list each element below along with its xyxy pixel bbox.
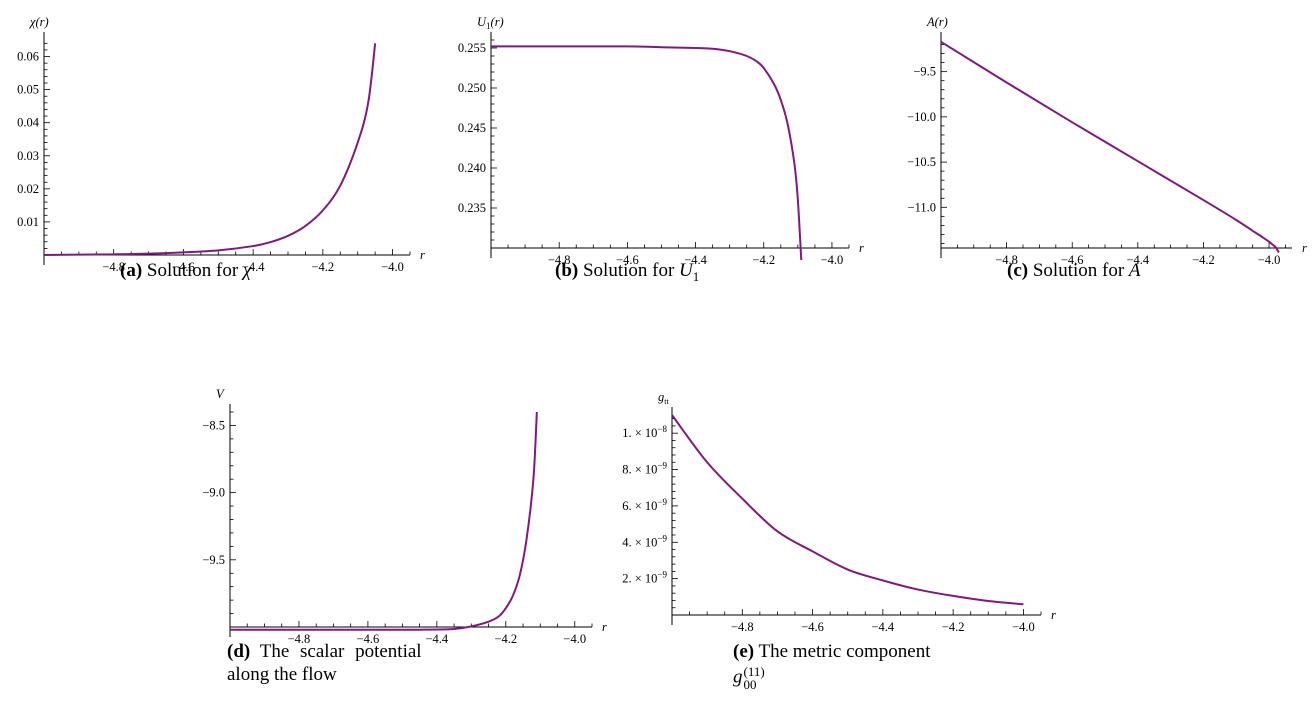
x-tick-label-e-4: −4.0 xyxy=(1012,620,1035,634)
caption-b-text: Solution for xyxy=(582,260,675,281)
y-tick-label-b-4: 0.255 xyxy=(458,41,486,55)
caption-e-line1: (e) The metric component xyxy=(733,641,931,662)
y-axis-label-b: U1(r) xyxy=(477,15,504,31)
y-axis-label-d: V xyxy=(216,387,225,401)
x-tick-label-a-1: −4.6 xyxy=(172,260,195,274)
caption-c-tag: (c) xyxy=(1007,260,1029,281)
x-tick-label-b-3: −4.2 xyxy=(752,253,775,267)
x-tick-label-b-1: −4.6 xyxy=(616,253,639,267)
x-tick-label-c-2: −4.4 xyxy=(1126,253,1149,267)
y-tick-label-e-3: 8. × 10−9 xyxy=(622,461,667,477)
series-line-b-0 xyxy=(491,45,803,261)
x-tick-label-c-0: −4.8 xyxy=(995,253,1018,267)
x-tick-label-b-0: −4.8 xyxy=(548,253,571,267)
caption-b: (b) Solution for U1 xyxy=(555,259,699,288)
x-tick-label-c-3: −4.2 xyxy=(1192,253,1215,267)
y-tick-label-a-3: 0.04 xyxy=(17,116,40,130)
y-tick-label-b-3: 0.250 xyxy=(458,81,486,95)
x-tick-label-a-2: −4.4 xyxy=(242,260,265,274)
chart-b: −4.8 −4.6 −4.4 −4.2 −4.0 0.235 0.240 0.245 0.250… xyxy=(458,15,864,267)
y-tick-label-e-2: 6. × 10−9 xyxy=(622,497,667,513)
x-tick-label-d-1: −4.6 xyxy=(357,632,380,646)
x-tick-label-d-4: −4.0 xyxy=(563,632,586,646)
y-tick-label-c-3: −9.5 xyxy=(913,65,936,79)
chart-d: −4.8 −4.6 −4.4 −4.2 −4.0 −9.5 −9.0 −8.5 Vr xyxy=(202,387,607,646)
caption-c: (c) Solution for A xyxy=(1007,259,1141,282)
x-axis-label-a: r xyxy=(420,248,425,262)
x-tick-label-b-4: −4.0 xyxy=(821,253,844,267)
x-tick-label-a-4: −4.0 xyxy=(381,260,404,274)
y-tick-label-e-0: 2. × 10−9 xyxy=(622,570,667,586)
x-tick-label-e-2: −4.4 xyxy=(872,620,895,634)
x-axis-label-b: r xyxy=(859,241,864,255)
caption-a-tag: (a) xyxy=(120,260,143,281)
panel-a: −4.8 −4.6 −4.4 −4.2 −4.0 0.01 0.02 0.03 0.04 0.05… xyxy=(0,0,430,300)
y-tick-label-a-0: 0.01 xyxy=(17,215,39,229)
y-axis-label-a: χ(r) xyxy=(29,15,49,29)
caption-c-text: Solution for xyxy=(1032,260,1125,281)
caption-a-text: Solution for xyxy=(146,260,239,281)
y-tick-label-b-2: 0.245 xyxy=(458,121,486,135)
x-tick-label-c-1: −4.6 xyxy=(1061,253,1084,267)
series-line-e-0 xyxy=(671,414,1024,606)
y-axis-label-e: gtt xyxy=(658,390,669,406)
y-tick-label-d-1: −9.0 xyxy=(202,486,225,500)
caption-e-symbol: g(11) 00 xyxy=(733,664,765,692)
chart-c: −4.8 −4.6 −4.4 −4.2 −4.0 −11.0 −10.5 −10.0 −9.5 A… xyxy=(907,15,1307,267)
caption-d-line2: along the flow xyxy=(227,664,337,685)
y-tick-label-e-1: 4. × 10−9 xyxy=(622,533,667,549)
y-tick-label-a-2: 0.03 xyxy=(17,149,39,163)
y-tick-label-a-1: 0.02 xyxy=(17,182,39,196)
y-tick-label-d-0: −9.5 xyxy=(202,553,225,567)
x-tick-label-a-3: −4.2 xyxy=(312,260,335,274)
caption-a: (a) Solution for χ xyxy=(120,259,251,282)
y-tick-label-e-4: 1. × 10−8 xyxy=(622,424,667,440)
caption-e: (e) The metric component g(11) 00 xyxy=(733,640,1013,691)
x-tick-label-b-2: −4.4 xyxy=(684,253,707,267)
x-tick-label-d-0: −4.8 xyxy=(288,632,311,646)
series-line-d-0 xyxy=(229,411,538,631)
y-tick-label-d-2: −8.5 xyxy=(202,418,225,432)
chart-a: −4.8 −4.6 −4.4 −4.2 −4.0 0.01 0.02 0.03 0.04 0.05… xyxy=(17,15,425,274)
y-tick-label-b-1: 0.240 xyxy=(458,161,486,175)
y-tick-label-c-0: −11.0 xyxy=(908,200,936,214)
y-tick-label-b-0: 0.235 xyxy=(458,201,486,215)
x-tick-label-d-3: −4.2 xyxy=(494,632,517,646)
caption-b-tag: (b) xyxy=(555,260,579,281)
chart-e: −4.8 −4.6 −4.4 −4.2 −4.0 2. × 10−9 4. × 10−9 6.… xyxy=(622,390,1056,634)
y-tick-label-c-2: −10.0 xyxy=(907,110,936,124)
caption-a-symbol: χ xyxy=(242,260,252,281)
x-tick-label-e-1: −4.6 xyxy=(801,620,824,634)
x-axis-label-d: r xyxy=(602,620,607,634)
panel-b: −4.8 −4.6 −4.4 −4.2 −4.0 0.235 0.240 0.245 0.250… xyxy=(440,0,870,300)
caption-c-symbol: A xyxy=(1128,260,1141,281)
x-tick-label-e-3: −4.2 xyxy=(942,620,965,634)
panel-c: −4.8 −4.6 −4.4 −4.2 −4.0 −11.0 −10.5 −10.0 −9.5 A… xyxy=(880,0,1316,300)
caption-d: (d) The scalar potential along the flow xyxy=(227,640,467,686)
caption-b-symbol: U1 xyxy=(679,260,700,284)
y-tick-label-c-1: −10.5 xyxy=(907,155,936,169)
x-tick-label-c-4: −4.0 xyxy=(1258,253,1281,267)
caption-d-line1: (d) The scalar potential xyxy=(227,641,422,662)
x-axis-label-e: r xyxy=(1051,608,1056,622)
y-tick-label-a-5: 0.06 xyxy=(17,50,39,64)
x-tick-label-e-0: −4.8 xyxy=(731,620,754,634)
y-tick-label-a-4: 0.05 xyxy=(17,83,39,97)
x-axis-label-c: r xyxy=(1302,241,1307,255)
y-axis-label-c: A(r) xyxy=(926,15,948,29)
x-tick-label-d-2: −4.4 xyxy=(426,632,449,646)
x-tick-label-a-0: −4.8 xyxy=(102,260,125,274)
series-line-c-0 xyxy=(940,40,1280,254)
panel-e: −4.8 −4.6 −4.4 −4.2 −4.0 2. × 10−9 4. × 10−9 6.… xyxy=(600,385,1056,725)
series-line-a-0 xyxy=(43,43,377,256)
